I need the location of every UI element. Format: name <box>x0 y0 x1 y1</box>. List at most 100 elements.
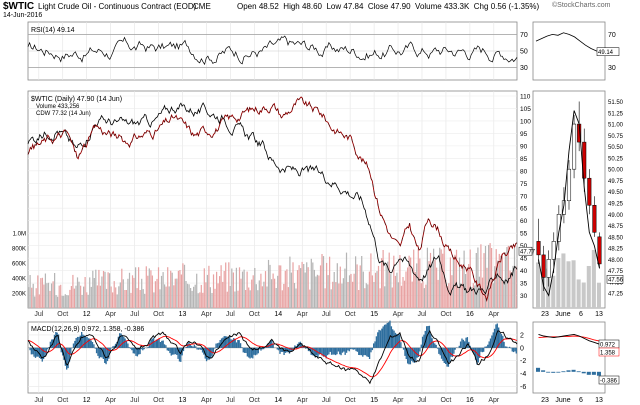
macd-histogram-bar <box>466 337 469 348</box>
side-x-tick-label: 23 <box>541 397 549 404</box>
side-candle-body <box>566 168 572 202</box>
volume-legend: Volume 433,256 <box>36 104 80 110</box>
volume-bar <box>329 256 331 308</box>
macd-histogram-bar <box>280 347 282 352</box>
volume-bar <box>217 283 219 308</box>
macd-histogram-bar <box>496 323 498 348</box>
volume-bar <box>164 284 166 308</box>
x-tick-label: 16 <box>466 311 474 318</box>
x-tick-label: Apr <box>105 311 117 318</box>
volume-bar <box>266 286 268 308</box>
rsi-last-value-box <box>596 47 620 56</box>
macd-histogram-bar <box>51 339 53 348</box>
side-price-tick-label: 50.75 <box>608 134 624 140</box>
volume-bar <box>420 283 422 308</box>
volume-bar <box>246 271 248 308</box>
macd-histogram-bar <box>287 347 289 353</box>
rsi-legend: RSI(14) 49.14 <box>31 27 75 34</box>
macd-histogram-bar <box>325 347 327 359</box>
volume-bar <box>28 287 30 308</box>
macd-histogram-bar <box>121 335 124 348</box>
macd-histogram-bar <box>488 341 490 348</box>
volume-bar <box>269 264 271 308</box>
volume-bar <box>440 249 442 308</box>
macd-histogram-bar <box>484 346 486 348</box>
macd-histogram-bar <box>108 347 110 359</box>
macd-histogram-bar <box>385 324 387 348</box>
volume-bar <box>219 276 221 308</box>
price-tick-label: 90 <box>520 143 528 150</box>
volume-bar <box>271 279 273 308</box>
volume-bar <box>165 286 167 308</box>
price-legend-title: $WTIC (Daily) 47.90 (14 Jun) <box>31 96 122 103</box>
volume-bar <box>173 285 175 308</box>
macd-histogram-bar <box>257 347 259 354</box>
macd-histogram-bar <box>453 347 455 354</box>
x-tick-label: 15 <box>370 397 378 404</box>
chart-date: 14-Jun-2016 <box>3 12 43 19</box>
macd-histogram-bar <box>91 342 94 348</box>
macd-histogram-bar <box>276 347 278 350</box>
side-volume-bar <box>546 268 551 308</box>
macd-histogram-bar <box>352 347 354 350</box>
volume-bar <box>414 271 416 308</box>
volume-bar <box>40 278 42 308</box>
macd-histogram-bar <box>33 347 35 357</box>
x-tick-label: Jul <box>34 397 43 404</box>
side-macd-histogram-bar <box>536 367 541 372</box>
volume-bar <box>439 247 441 308</box>
volume-bar <box>500 255 502 308</box>
macd-histogram-bar <box>76 336 79 348</box>
volume-bar <box>488 244 490 308</box>
side-x-tick-label: June <box>555 311 570 318</box>
volume-bar <box>367 284 369 308</box>
side-price-tick-label: 50.25 <box>608 156 624 162</box>
side-macd-histogram-bar <box>546 371 551 373</box>
volume-bar <box>58 285 60 308</box>
macd-histogram-bar <box>129 347 132 349</box>
volume-bar <box>507 245 510 308</box>
volume-bar <box>144 293 146 308</box>
volume-bar <box>191 290 193 308</box>
macd-histogram-bar <box>112 346 114 348</box>
volume-bar <box>474 285 476 308</box>
macd-histogram-bar <box>246 347 249 357</box>
side-rsi-panel-frame <box>532 21 606 81</box>
volume-bar <box>147 275 149 308</box>
volume-bar <box>212 274 215 308</box>
macd-histogram-bar <box>409 347 412 365</box>
macd-histogram-bar <box>378 329 380 348</box>
macd-tick-label: -4 <box>520 371 526 378</box>
volume-bar <box>462 266 464 308</box>
volume-bar <box>182 263 184 308</box>
macd-histogram-bar <box>383 324 386 348</box>
macd-histogram-bar <box>506 346 508 348</box>
side-macd-histogram-bar <box>571 369 576 372</box>
macd-histogram-bar <box>440 347 443 359</box>
macd-histogram-bar <box>419 347 421 352</box>
side-volume-bar <box>541 275 546 308</box>
macd-histogram-bar <box>181 347 183 356</box>
macd-histogram-bar <box>114 343 117 348</box>
x-tick-label: Apr <box>105 397 117 404</box>
macd-histogram-bar <box>510 347 512 349</box>
volume-bar <box>428 261 430 308</box>
macd-histogram-bar <box>34 347 37 358</box>
wtic-price-line-overlay <box>27 96 518 302</box>
macd-histogram-bar <box>397 334 399 348</box>
volume-bar <box>240 278 242 308</box>
volume-bar <box>359 265 361 308</box>
volume-bar <box>75 285 77 308</box>
volume-bar <box>38 294 40 308</box>
side-volume-bar <box>596 282 601 308</box>
macd-histogram-bar <box>294 345 296 348</box>
macd-histogram-bar <box>178 347 181 362</box>
volume-bar <box>486 267 488 308</box>
rsi-side-tick-label: 70 <box>608 32 616 39</box>
x-tick-label: Jul <box>130 397 139 404</box>
volume-bar <box>381 258 383 308</box>
macd-histogram-bar <box>94 347 96 349</box>
macd-histogram-bar <box>483 347 485 352</box>
macd-histogram-bar <box>502 335 504 348</box>
side-volume-bar <box>591 249 596 308</box>
